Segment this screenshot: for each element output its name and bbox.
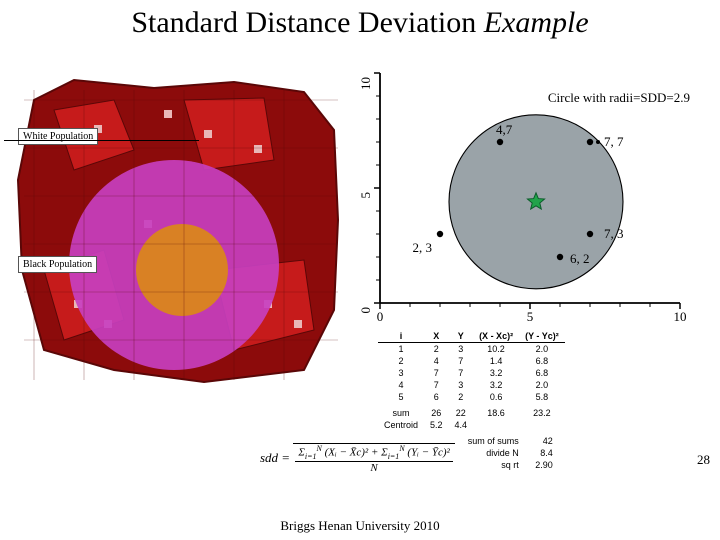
chart-svg: 00 5 5 10 10 2, 3 4,7 7, 7 7, 3 6, 2 (352, 45, 710, 325)
formula-n1: (Xᵢ − X̄c)² + (325, 447, 382, 459)
chart-caption: Circle with radii=SDD=2.9 (548, 90, 690, 106)
page-title: Standard Distance Deviation Example (0, 0, 720, 40)
formula-n2: (Yᵢ − Ȳc)² (407, 447, 449, 459)
svg-text:0: 0 (377, 309, 384, 324)
formula-den: N (295, 462, 452, 474)
svg-text:5: 5 (527, 309, 534, 324)
svg-text:2, 3: 2, 3 (413, 240, 433, 255)
svg-text:10: 10 (674, 309, 687, 324)
black-pop-label: Black Population (18, 256, 97, 273)
formula-lhs: sdd = (260, 450, 290, 465)
col-header: (Y - Yc)² (519, 330, 565, 343)
svg-text:5: 5 (358, 192, 373, 199)
col-header: i (378, 330, 424, 343)
svg-text:7, 3: 7, 3 (604, 226, 624, 241)
page-number: 28 (697, 452, 710, 468)
col-header: X (424, 330, 449, 343)
svg-text:4,7: 4,7 (496, 122, 513, 137)
svg-text:6, 2: 6, 2 (570, 251, 590, 266)
sdd-formula: sdd = Σi=1N (Xᵢ − X̄c)² + Σi=1N (Yᵢ − Ȳc… (260, 443, 455, 474)
footer: Briggs Henan University 2010 (0, 518, 720, 534)
content: White Population Black Population 00 5 5 10… (0, 40, 720, 500)
svg-text:10: 10 (358, 77, 373, 90)
choropleth-map: White Population Black Population (4, 70, 344, 390)
svg-text:0: 0 (358, 307, 373, 314)
title-text: Standard Distance Deviation (131, 6, 483, 39)
svg-text:7, 7: 7, 7 (604, 134, 624, 149)
map-svg (4, 70, 344, 390)
scatter-chart: 00 5 5 10 10 2, 3 4,7 7, 7 7, 3 6, 2 Circle with … (352, 45, 710, 325)
title-example: Example (484, 6, 589, 39)
white-pop-label: White Population (18, 128, 98, 145)
col-header: (X - Xc)² (473, 330, 519, 343)
col-header: Y (449, 330, 474, 343)
